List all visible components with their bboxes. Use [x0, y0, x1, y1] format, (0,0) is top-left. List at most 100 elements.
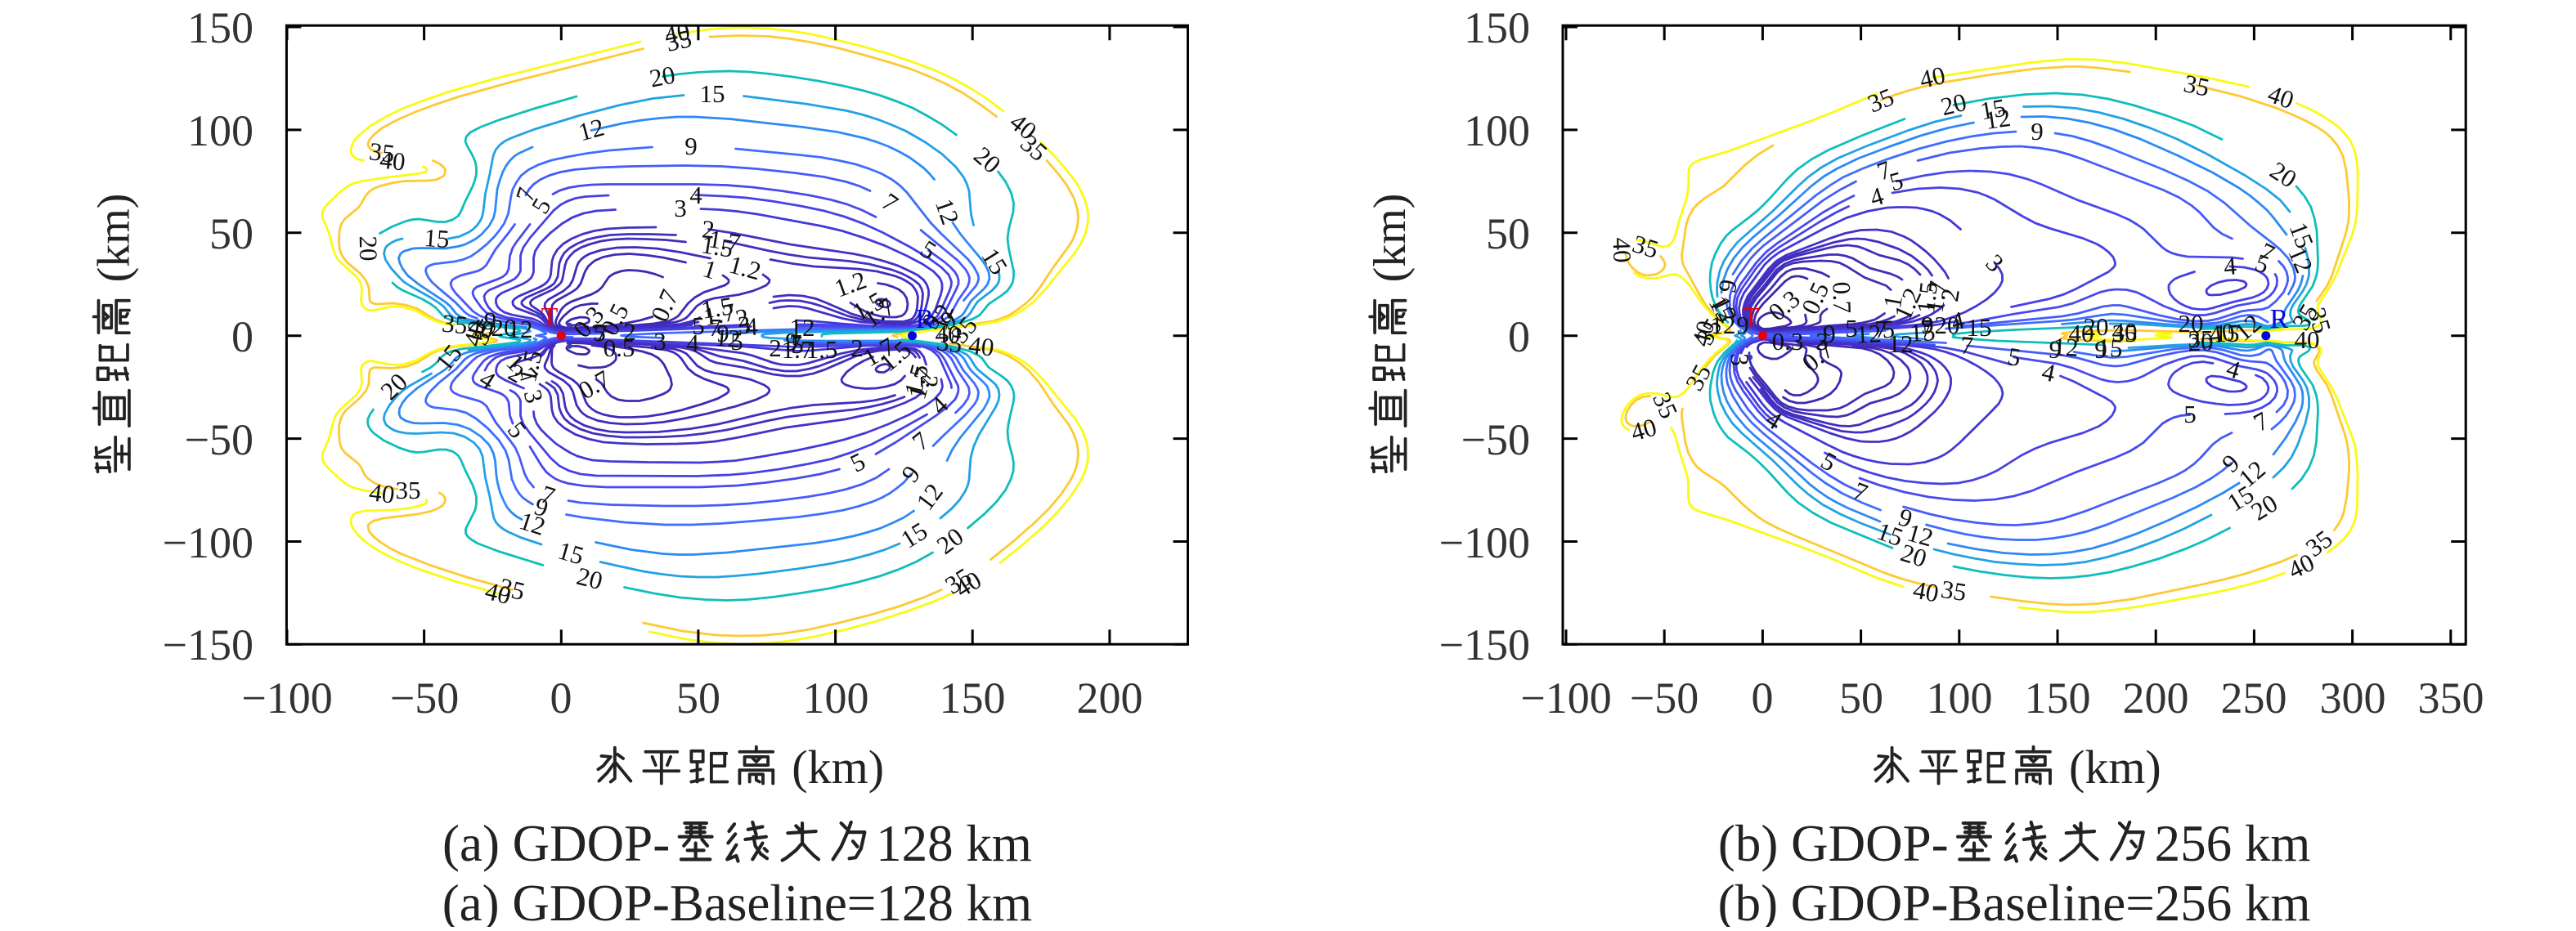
svg-text:T: T: [541, 302, 559, 333]
svg-text:128 km: 128 km: [876, 815, 1032, 872]
svg-text:200: 200: [2123, 674, 2189, 723]
svg-text:1.5: 1.5: [699, 230, 735, 263]
svg-text:40: 40: [466, 312, 496, 345]
svg-text:9: 9: [1712, 277, 1743, 295]
svg-text:2: 2: [769, 333, 782, 362]
svg-text:9: 9: [2031, 117, 2044, 145]
svg-text:20: 20: [491, 313, 517, 342]
svg-text:9: 9: [482, 306, 498, 336]
svg-text:150: 150: [1464, 3, 1530, 52]
svg-text:12: 12: [1711, 311, 1736, 339]
svg-text:−50: −50: [1461, 415, 1530, 464]
svg-text:1.5: 1.5: [1911, 280, 1943, 315]
svg-text:2: 2: [915, 375, 945, 389]
svg-text:3: 3: [653, 327, 666, 356]
svg-text:0.5: 0.5: [604, 333, 635, 362]
svg-text:R: R: [2270, 304, 2289, 334]
svg-text:5: 5: [2005, 342, 2022, 372]
svg-text:15: 15: [700, 79, 725, 108]
svg-text:4: 4: [689, 181, 702, 209]
svg-text:20: 20: [2179, 309, 2204, 338]
svg-text:9: 9: [716, 319, 729, 347]
svg-text:200: 200: [1077, 674, 1143, 723]
svg-text:9: 9: [2094, 335, 2107, 364]
svg-text:R: R: [916, 304, 935, 334]
svg-text:50: 50: [1839, 674, 1883, 723]
svg-text:1.5: 1.5: [806, 335, 838, 364]
svg-text:12: 12: [508, 315, 533, 343]
svg-text:7: 7: [1874, 315, 1887, 343]
svg-text:40: 40: [1607, 237, 1636, 263]
svg-text:12: 12: [790, 313, 815, 342]
svg-text:20: 20: [2188, 327, 2214, 356]
svg-text:50: 50: [1486, 209, 1530, 258]
svg-text:35: 35: [1939, 575, 1968, 606]
svg-text:12: 12: [714, 323, 742, 354]
svg-text:100: 100: [1927, 674, 1993, 723]
svg-text:100: 100: [187, 106, 254, 155]
svg-text:(km): (km): [780, 741, 884, 794]
svg-text:1.7: 1.7: [707, 224, 743, 257]
svg-text:40: 40: [2207, 317, 2236, 349]
svg-text:150: 150: [2025, 674, 2091, 723]
svg-text:9: 9: [1822, 320, 1836, 349]
svg-text:(a) GDOP-: (a) GDOP-: [442, 815, 670, 872]
svg-text:35: 35: [2181, 69, 2212, 102]
svg-text:250: 250: [2221, 674, 2287, 723]
svg-text:7: 7: [595, 319, 608, 347]
svg-text:15: 15: [1910, 317, 1936, 347]
svg-text:2: 2: [850, 333, 864, 362]
svg-text:35: 35: [396, 476, 421, 504]
svg-text:−150: −150: [163, 620, 254, 669]
svg-text:−100: −100: [163, 518, 254, 567]
svg-text:150: 150: [940, 674, 1006, 723]
svg-text:1.7: 1.7: [782, 335, 814, 364]
svg-text:12: 12: [1983, 103, 2013, 135]
svg-text:40: 40: [1911, 575, 1941, 608]
svg-text:1.7: 1.7: [1919, 279, 1952, 314]
svg-text:40: 40: [368, 477, 397, 509]
svg-text:5: 5: [791, 330, 804, 359]
svg-text:40: 40: [1917, 60, 1948, 94]
svg-text:0: 0: [1508, 312, 1530, 361]
svg-text:7: 7: [708, 313, 721, 342]
svg-text:50: 50: [676, 674, 720, 723]
svg-text:7: 7: [1959, 331, 1974, 360]
svg-text:50: 50: [209, 209, 254, 258]
svg-text:−50: −50: [185, 415, 254, 464]
svg-text:9: 9: [1736, 311, 1749, 339]
svg-text:1.5: 1.5: [699, 291, 735, 325]
svg-text:3: 3: [1726, 353, 1755, 367]
svg-text:4: 4: [686, 329, 699, 357]
svg-text:350: 350: [2418, 674, 2484, 723]
svg-text:12: 12: [2053, 332, 2080, 362]
svg-text:40: 40: [967, 330, 996, 362]
svg-text:7: 7: [1919, 314, 1934, 343]
svg-text:0.7: 0.7: [1827, 281, 1856, 314]
svg-text:9: 9: [1921, 311, 1934, 339]
svg-text:3: 3: [1815, 327, 1829, 356]
svg-text:(km): (km): [88, 194, 139, 294]
svg-text:9: 9: [684, 132, 698, 160]
svg-text:3: 3: [737, 310, 752, 339]
svg-text:−100: −100: [1520, 674, 1611, 723]
svg-text:40: 40: [2069, 319, 2094, 347]
svg-text:0: 0: [231, 312, 254, 361]
svg-text:20: 20: [354, 235, 384, 262]
svg-text:40: 40: [2295, 325, 2320, 354]
svg-text:9: 9: [2048, 335, 2062, 365]
svg-text:12: 12: [1856, 319, 1883, 349]
svg-text:35: 35: [2188, 325, 2214, 353]
svg-text:5: 5: [1845, 314, 1858, 342]
svg-text:20: 20: [2084, 312, 2109, 341]
svg-text:5: 5: [1881, 315, 1896, 344]
svg-text:35: 35: [936, 327, 964, 359]
svg-text:15: 15: [423, 223, 450, 253]
svg-text:−150: −150: [1439, 620, 1530, 669]
svg-text:40: 40: [936, 320, 961, 348]
svg-text:1: 1: [1878, 293, 1908, 310]
svg-text:40: 40: [2112, 317, 2138, 346]
svg-text:0: 0: [1752, 674, 1774, 723]
svg-text:35: 35: [368, 137, 397, 168]
svg-text:40: 40: [379, 145, 406, 176]
